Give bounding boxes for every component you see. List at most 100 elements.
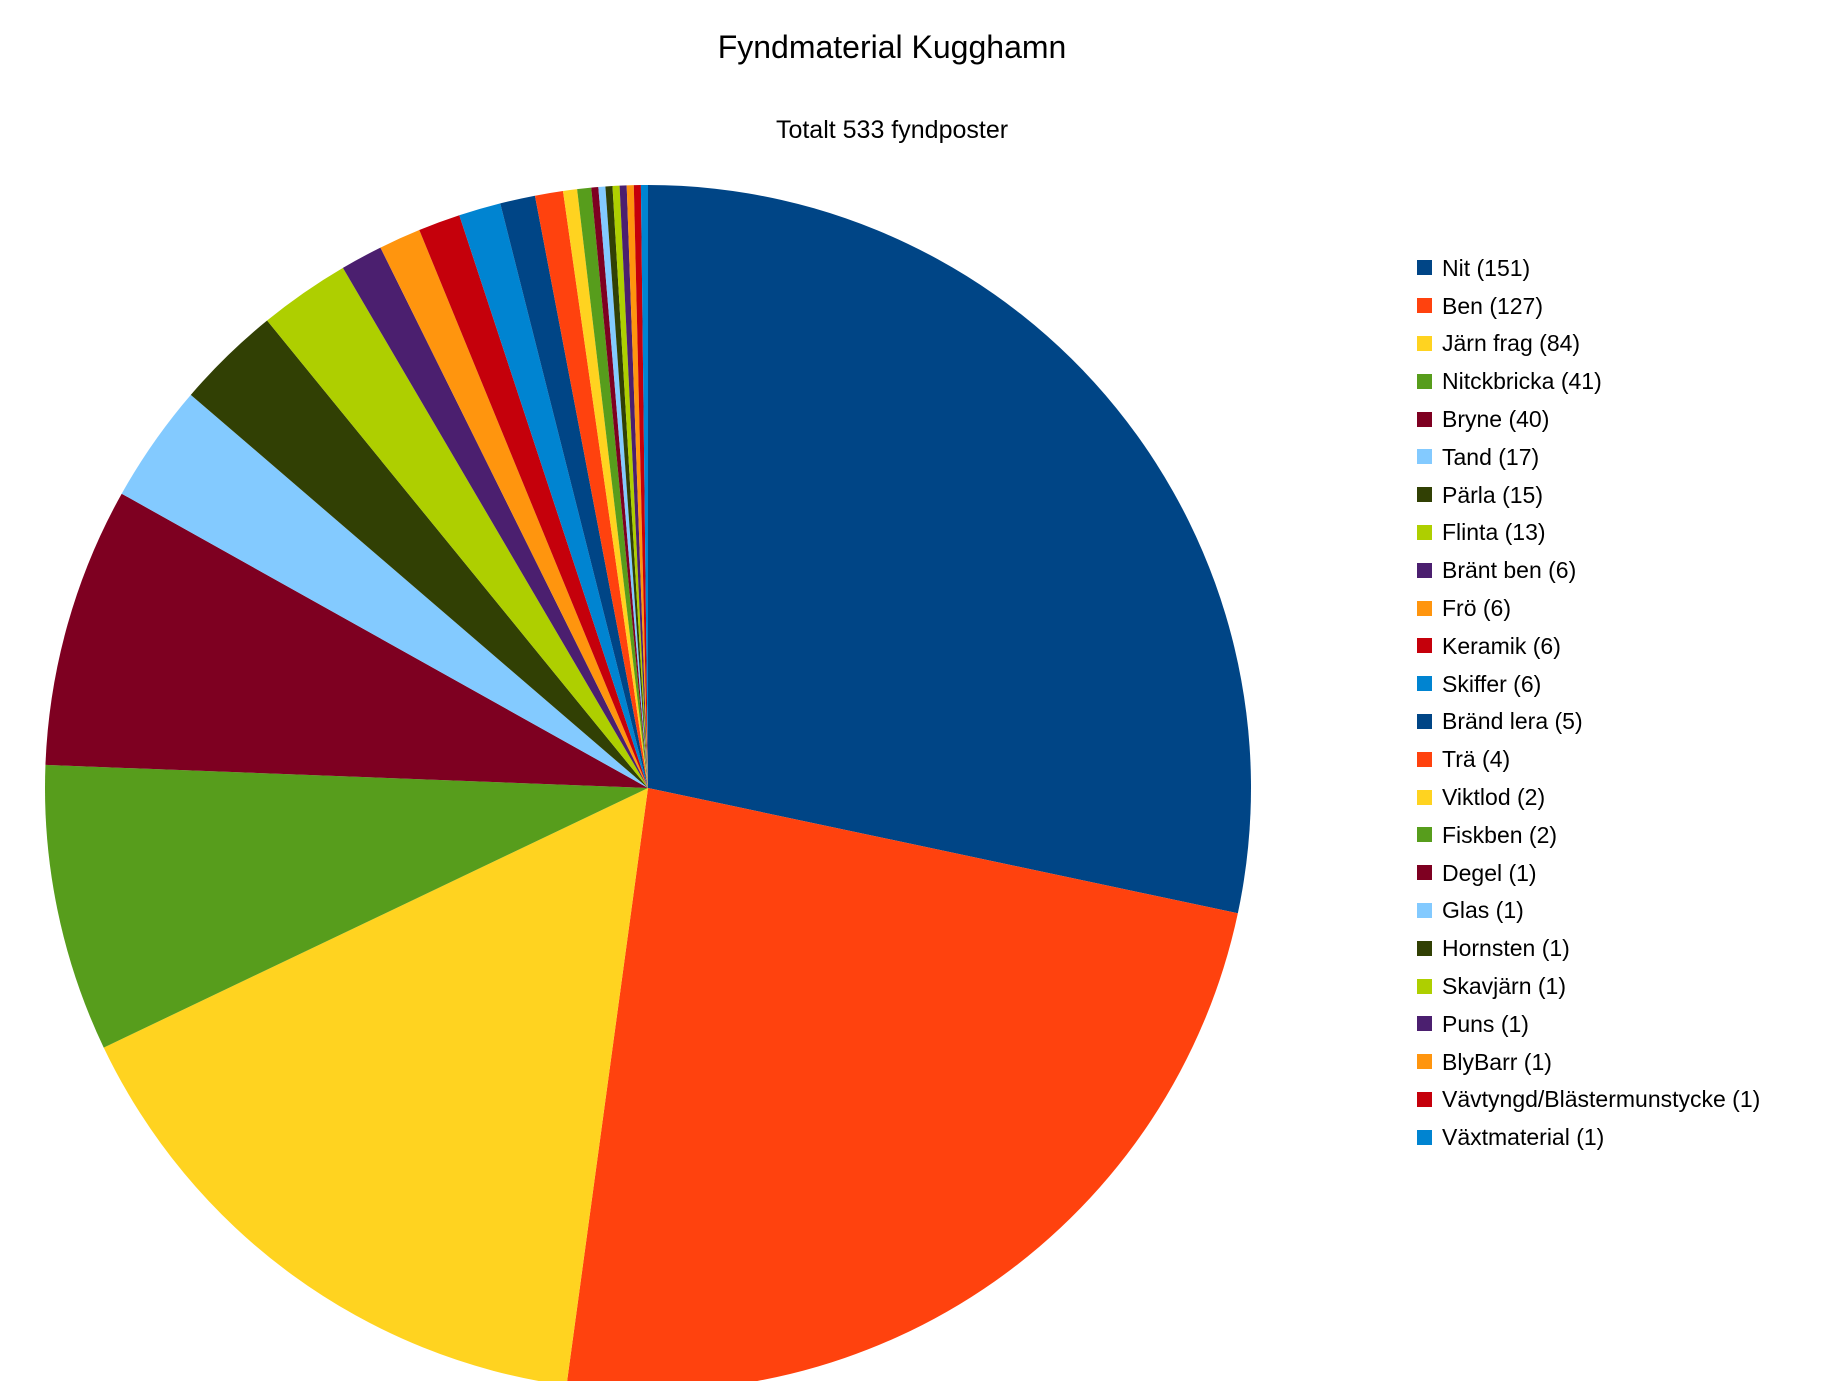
legend-item: Nitckbricka (41): [1417, 362, 1760, 400]
legend-swatch: [1417, 373, 1432, 389]
pie-slice: [577, 187, 648, 788]
pie-slice: [612, 185, 648, 789]
legend-item: Pärla (15): [1417, 476, 1760, 514]
legend-label: Bryne (40): [1442, 406, 1550, 433]
legend-item: Växtmaterial (1): [1417, 1118, 1760, 1156]
legend-swatch: [1417, 1054, 1432, 1070]
legend-item: Fiskben (2): [1417, 816, 1760, 854]
legend-swatch: [1417, 902, 1432, 918]
legend-swatch: [1417, 751, 1432, 767]
legend-item: Ben (127): [1417, 287, 1760, 325]
legend-item: Puns (1): [1417, 1005, 1760, 1043]
pie-slice: [567, 788, 1238, 1381]
legend-label: Flinta (13): [1442, 519, 1546, 546]
legend-swatch: [1417, 1016, 1432, 1032]
pie-slice: [380, 230, 648, 788]
legend-label: Bränd lera (5): [1442, 708, 1583, 735]
legend-item: BlyBarr (1): [1417, 1043, 1760, 1081]
legend-swatch: [1417, 940, 1432, 956]
pie-slice: [534, 191, 648, 788]
legend-swatch: [1417, 562, 1432, 578]
pie-slice: [44, 764, 649, 1048]
legend-item: Nit (151): [1417, 249, 1760, 287]
pie-slice: [633, 185, 648, 789]
legend-swatch: [1417, 335, 1432, 351]
legend-item: Glas (1): [1417, 892, 1760, 930]
legend-label: Pärla (15): [1442, 481, 1543, 508]
legend-swatch: [1417, 260, 1432, 276]
pie-slice: [459, 203, 648, 788]
legend-label: Järn frag (84): [1442, 330, 1581, 357]
legend-swatch: [1417, 978, 1432, 994]
legend-label: Hornsten (1): [1442, 935, 1570, 962]
legend-swatch: [1417, 524, 1432, 540]
chart-subtitle: Totalt 533 fyndposter: [775, 116, 1009, 144]
legend-label: Frö (6): [1442, 595, 1511, 622]
legend-item: Trä (4): [1417, 740, 1760, 778]
chart-title: Fyndmaterial Kugghamn: [717, 29, 1067, 65]
legend-item: Bryne (40): [1417, 400, 1760, 438]
legend-swatch: [1417, 411, 1432, 427]
pie-slice: [648, 185, 1252, 914]
legend-swatch: [1417, 487, 1432, 503]
legend-item: Järn frag (84): [1417, 325, 1760, 363]
pie-slice: [45, 493, 648, 788]
legend-label: Puns (1): [1442, 1010, 1529, 1037]
legend-item: Degel (1): [1417, 854, 1760, 892]
pie-slice: [500, 195, 648, 789]
chart-legend: Nit (151) Ben (127) Järn frag (84) Nitckbri…: [1417, 249, 1760, 1156]
legend-item: Skiffer (6): [1417, 665, 1760, 703]
legend-item: Hornsten (1): [1417, 929, 1760, 967]
legend-label: Ben (127): [1442, 292, 1544, 319]
legend-swatch: [1417, 449, 1432, 465]
legend-item: Viktlod (2): [1417, 778, 1760, 816]
legend-item: Bränd lera (5): [1417, 703, 1760, 741]
legend-swatch: [1417, 865, 1432, 881]
legend-label: Trä (4): [1442, 746, 1511, 773]
legend-item: Skavjärn (1): [1417, 967, 1760, 1005]
legend-item: Bränt ben (6): [1417, 551, 1760, 589]
legend-label: Bränt ben (6): [1442, 557, 1577, 584]
legend-item: Tand (17): [1417, 438, 1760, 476]
pie-slice: [626, 185, 648, 789]
pie-slice: [103, 788, 648, 1381]
legend-item: Keramik (6): [1417, 627, 1760, 665]
pie-slice: [121, 394, 648, 788]
legend-label: Tand (17): [1442, 443, 1540, 470]
legend-swatch: [1417, 1129, 1432, 1145]
pie-slice: [591, 187, 648, 788]
legend-item: Flinta (13): [1417, 514, 1760, 552]
pie-slice: [342, 247, 648, 788]
legend-swatch: [1417, 638, 1432, 654]
legend-label: Fiskben (2): [1442, 821, 1558, 848]
legend-swatch: [1417, 298, 1432, 314]
pie-slice: [419, 215, 648, 789]
legend-item: Frö (6): [1417, 589, 1760, 627]
legend-label: Keramik (6): [1442, 632, 1561, 659]
legend-item: Vävtyngd/Blästermunstycke (1): [1417, 1081, 1760, 1119]
pie-slice: [267, 267, 648, 788]
pie-slice: [598, 186, 648, 788]
pie-slice: [619, 185, 648, 788]
legend-label: Växtmaterial (1): [1442, 1124, 1605, 1151]
legend-label: Nitckbricka (41): [1442, 368, 1602, 395]
legend-swatch: [1417, 827, 1432, 843]
pie-slice: [562, 189, 648, 788]
legend-swatch: [1417, 676, 1432, 692]
pie-slice: [640, 185, 648, 788]
legend-swatch: [1417, 600, 1432, 616]
legend-swatch: [1417, 789, 1432, 805]
legend-label: Skavjärn (1): [1442, 973, 1566, 1000]
legend-swatch: [1417, 713, 1432, 729]
legend-label: Viktlod (2): [1442, 784, 1546, 811]
legend-label: BlyBarr (1): [1442, 1048, 1552, 1075]
pie-slice: [190, 320, 648, 788]
legend-label: Vävtyngd/Blästermunstycke (1): [1442, 1086, 1761, 1113]
legend-label: Nit (151): [1442, 254, 1531, 281]
legend-label: Glas (1): [1442, 897, 1524, 924]
pie-slice: [605, 186, 648, 788]
legend-label: Degel (1): [1442, 859, 1537, 886]
legend-swatch: [1417, 1091, 1432, 1107]
legend-label: Skiffer (6): [1442, 670, 1542, 697]
